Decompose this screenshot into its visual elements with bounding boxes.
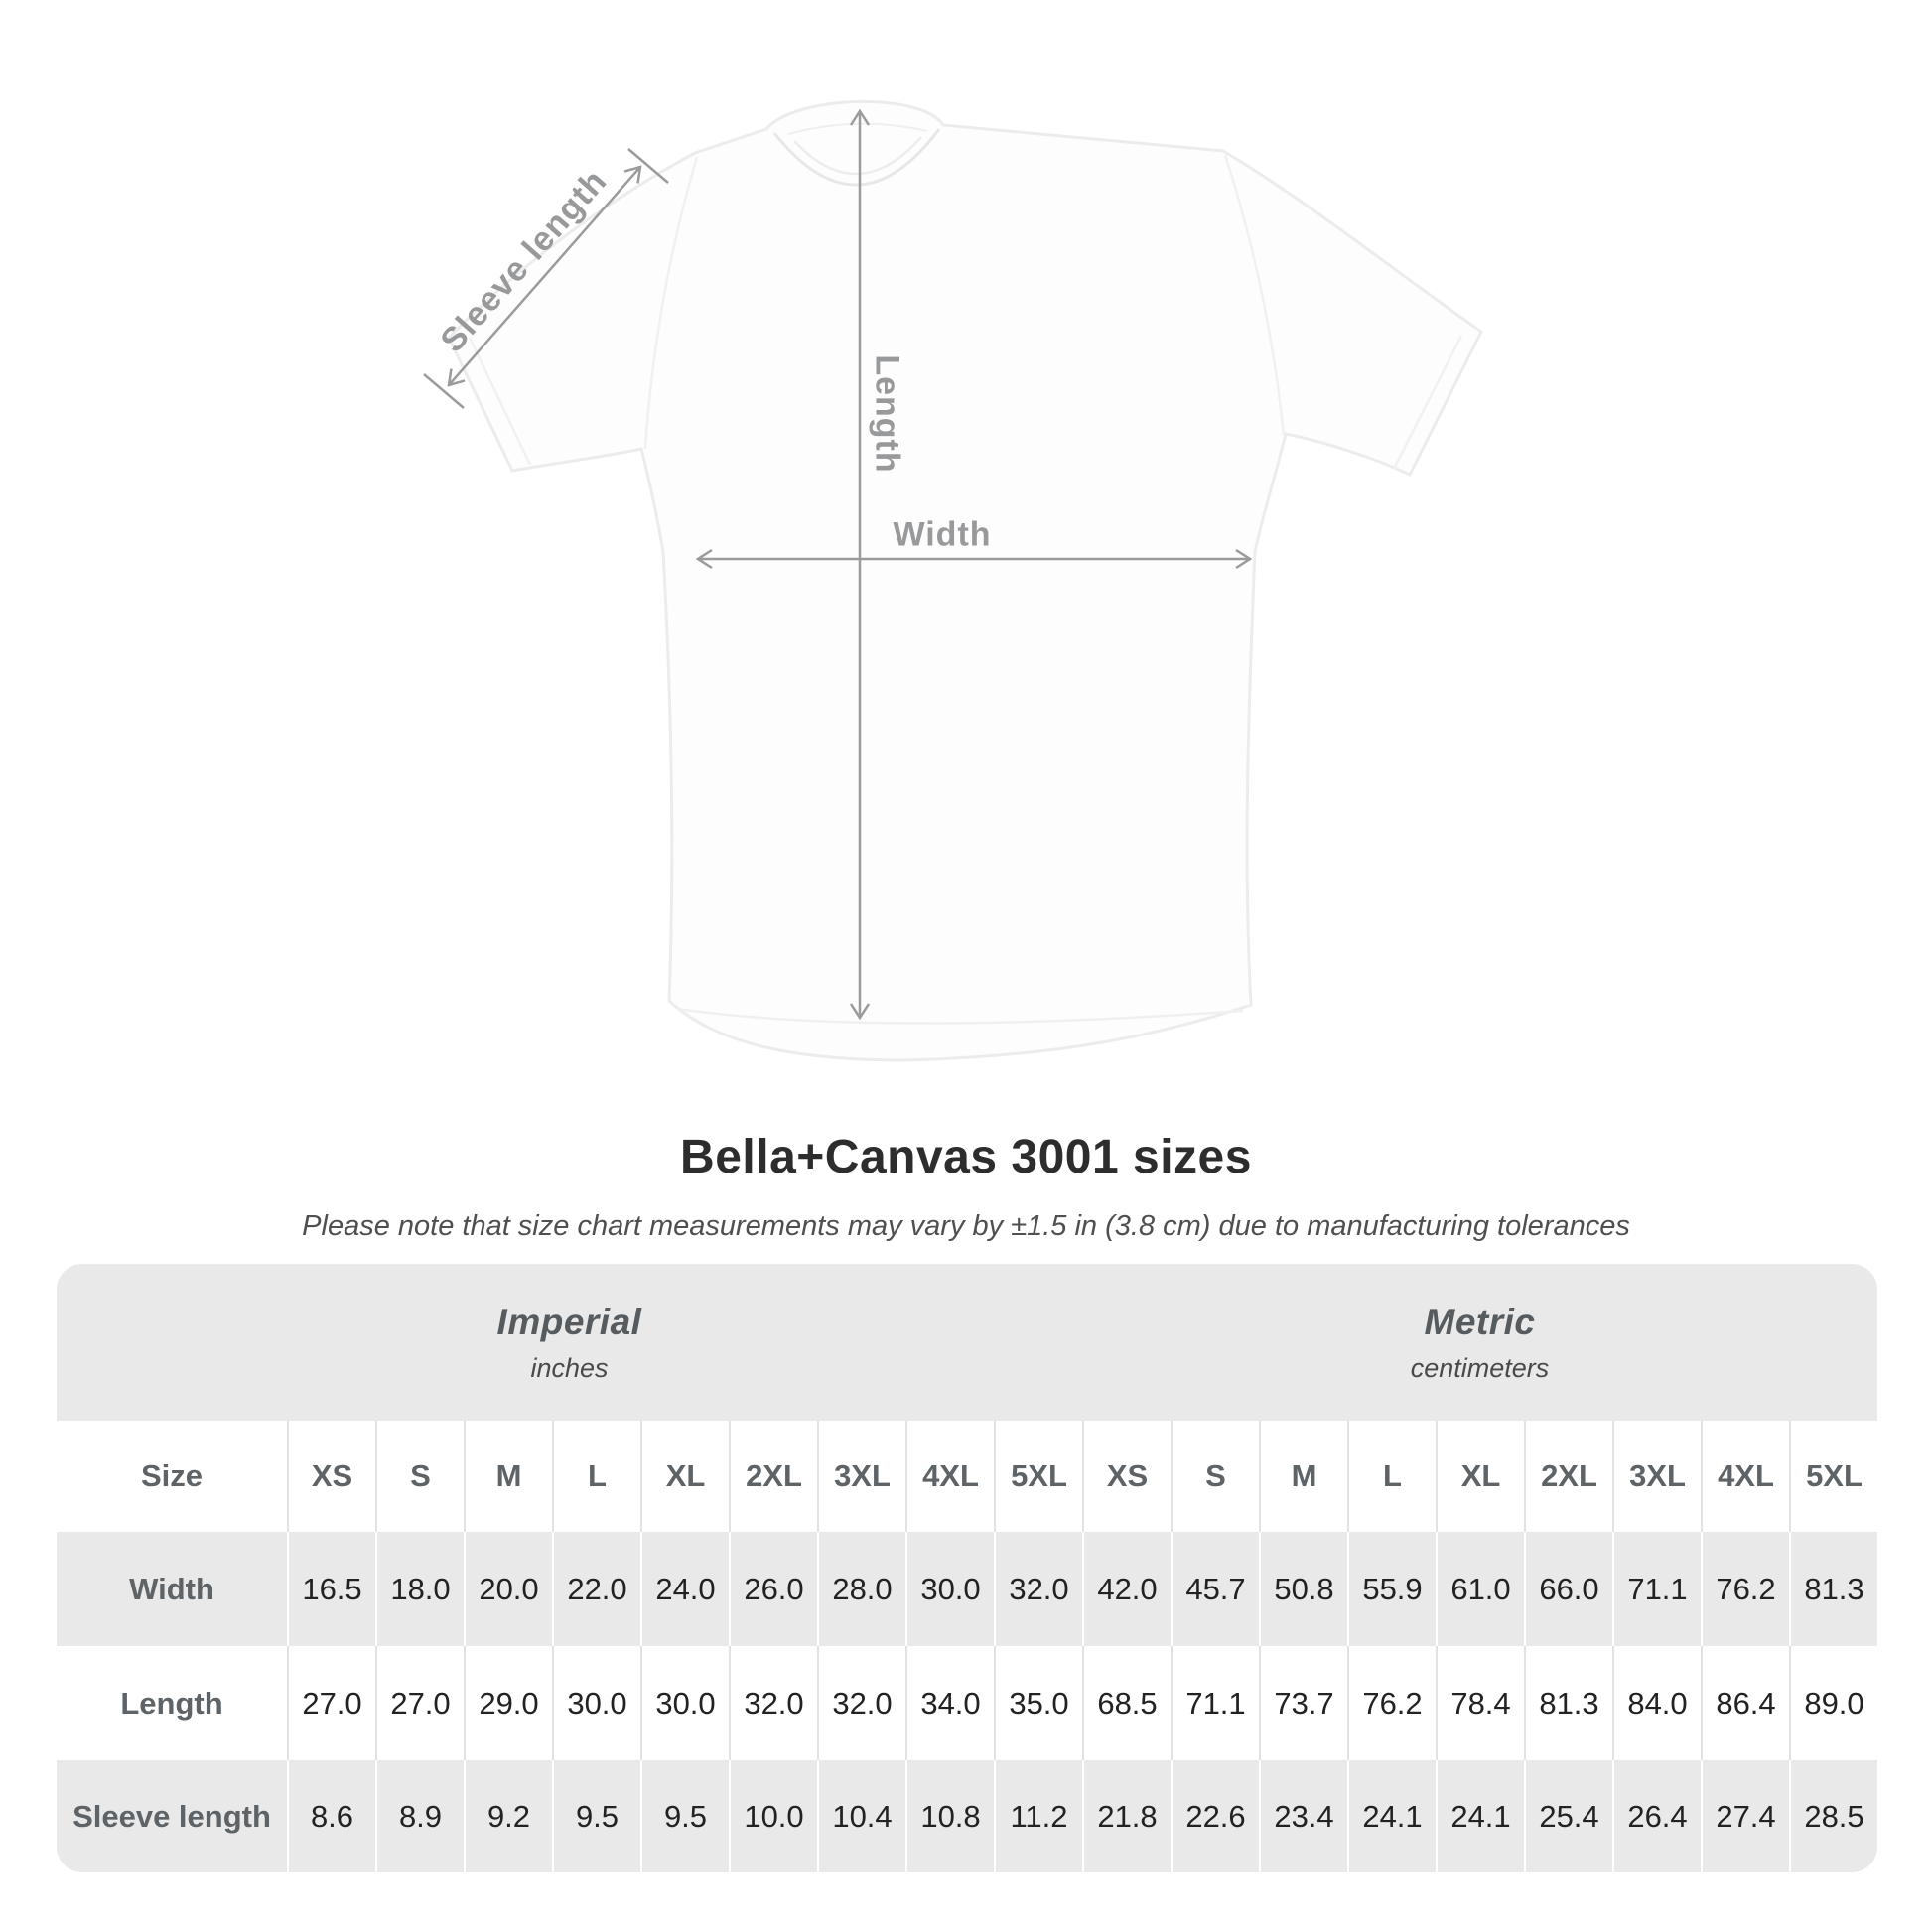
- imperial-header: Imperial inches: [57, 1264, 1082, 1421]
- length-label: Length: [868, 354, 906, 474]
- imperial-title: Imperial: [496, 1301, 642, 1342]
- unit-header-band: Imperial inches Metric centimeters: [57, 1264, 1877, 1421]
- tolerance-note: Please note that size chart measurements…: [302, 1210, 1630, 1242]
- tshirt-shape: [447, 99, 1483, 1062]
- metric-header: Metric centimeters: [1082, 1264, 1877, 1421]
- measurement-value-cell: 61.0: [1436, 1532, 1524, 1646]
- size-grid: Size XS S M L XL 2XL 3XL 4XL 5XL XS S M L XL 2XL 3XL 4XL 5…: [57, 1421, 1877, 1872]
- size-col-header: 2XL: [1524, 1421, 1612, 1532]
- measurement-value-cell: 20.0: [464, 1532, 552, 1646]
- measurement-value-cell: 27.0: [375, 1646, 464, 1760]
- measurement-value-cell: 86.4: [1701, 1646, 1789, 1760]
- size-table: Imperial inches Metric centimeters Size X…: [57, 1264, 1877, 1872]
- measurement-value-cell: 30.0: [905, 1532, 994, 1646]
- measurement-value-cell: 8.9: [375, 1760, 464, 1872]
- metric-title: Metric: [1424, 1301, 1536, 1342]
- measurement-value-cell: 18.0: [375, 1532, 464, 1646]
- measurement-value-cell: 30.0: [640, 1646, 729, 1760]
- measurement-value-cell: 27.0: [287, 1646, 375, 1760]
- measurement-value-cell: 32.0: [729, 1646, 817, 1760]
- measurement-row-label: Width: [57, 1532, 287, 1646]
- width-label: Width: [893, 515, 992, 554]
- size-row-label: Size: [57, 1421, 287, 1532]
- size-col-header: L: [552, 1421, 640, 1532]
- measurement-row-label: Length: [57, 1646, 287, 1760]
- measurement-value-cell: 34.0: [905, 1646, 994, 1760]
- measurement-value-cell: 71.1: [1612, 1532, 1701, 1646]
- measurement-value-cell: 9.5: [552, 1760, 640, 1872]
- size-col-header: XS: [1082, 1421, 1171, 1532]
- tshirt-measurement-diagram: Sleeve length Length Width: [423, 99, 1483, 1062]
- measurement-value-cell: 84.0: [1612, 1646, 1701, 1760]
- title-block: Bella+Canvas 3001 sizes Please note that…: [0, 1130, 1932, 1243]
- measurement-value-cell: 9.5: [640, 1760, 729, 1872]
- size-col-header: 3XL: [1612, 1421, 1701, 1532]
- measurement-value-cell: 71.1: [1171, 1646, 1259, 1760]
- measurement-value-cell: 22.6: [1171, 1760, 1259, 1872]
- sleeve-length-arrow: [423, 148, 669, 409]
- size-col-header: M: [1259, 1421, 1347, 1532]
- metric-unit: centimeters: [1410, 1352, 1550, 1383]
- measurement-value-cell: 9.2: [464, 1760, 552, 1872]
- size-col-header: 3XL: [817, 1421, 905, 1532]
- measurement-row-label: Sleeve length: [57, 1760, 287, 1872]
- size-col-header: XL: [640, 1421, 729, 1532]
- measurement-value-cell: 32.0: [817, 1646, 905, 1760]
- measurement-value-cell: 24.1: [1436, 1760, 1524, 1872]
- measurement-value-cell: 35.0: [994, 1646, 1082, 1760]
- size-col-header: S: [1171, 1421, 1259, 1532]
- measurement-value-cell: 81.3: [1524, 1646, 1612, 1760]
- measurement-value-cell: 73.7: [1259, 1646, 1347, 1760]
- measurement-value-cell: 26.4: [1612, 1760, 1701, 1872]
- measurement-value-cell: 25.4: [1524, 1760, 1612, 1872]
- measurement-value-cell: 50.8: [1259, 1532, 1347, 1646]
- size-col-header: XL: [1436, 1421, 1524, 1532]
- size-col-header: S: [375, 1421, 464, 1532]
- size-col-header: 5XL: [994, 1421, 1082, 1532]
- measurement-value-cell: 32.0: [994, 1532, 1082, 1646]
- measurement-value-cell: 24.0: [640, 1532, 729, 1646]
- measurement-value-cell: 23.4: [1259, 1760, 1347, 1872]
- measurement-value-cell: 76.2: [1701, 1532, 1789, 1646]
- size-col-header: XS: [287, 1421, 375, 1532]
- measurement-value-cell: 24.1: [1347, 1760, 1436, 1872]
- measurement-value-cell: 55.9: [1347, 1532, 1436, 1646]
- size-col-header: M: [464, 1421, 552, 1532]
- measurement-value-cell: 28.5: [1789, 1760, 1877, 1872]
- page-title: Bella+Canvas 3001 sizes: [680, 1131, 1252, 1183]
- measurement-value-cell: 10.4: [817, 1760, 905, 1872]
- measurement-value-cell: 8.6: [287, 1760, 375, 1872]
- measurement-value-cell: 66.0: [1524, 1532, 1612, 1646]
- size-col-header: 5XL: [1789, 1421, 1877, 1532]
- measurement-value-cell: 29.0: [464, 1646, 552, 1760]
- measurement-value-cell: 22.0: [552, 1532, 640, 1646]
- size-col-header: 4XL: [905, 1421, 994, 1532]
- measurement-value-cell: 11.2: [994, 1760, 1082, 1872]
- size-col-header: 2XL: [729, 1421, 817, 1532]
- measurement-value-cell: 21.8: [1082, 1760, 1171, 1872]
- size-col-header: 4XL: [1701, 1421, 1789, 1532]
- measurement-value-cell: 10.8: [905, 1760, 994, 1872]
- measurement-value-cell: 42.0: [1082, 1532, 1171, 1646]
- measurement-value-cell: 76.2: [1347, 1646, 1436, 1760]
- measurement-value-cell: 30.0: [552, 1646, 640, 1760]
- measurement-value-cell: 10.0: [729, 1760, 817, 1872]
- measurement-value-cell: 89.0: [1789, 1646, 1877, 1760]
- measurement-value-cell: 16.5: [287, 1532, 375, 1646]
- measurement-value-cell: 26.0: [729, 1532, 817, 1646]
- size-col-header: L: [1347, 1421, 1436, 1532]
- measurement-value-cell: 28.0: [817, 1532, 905, 1646]
- measurement-value-cell: 81.3: [1789, 1532, 1877, 1646]
- tshirt-illustration: [423, 99, 1483, 1062]
- measurement-value-cell: 27.4: [1701, 1760, 1789, 1872]
- measurement-value-cell: 78.4: [1436, 1646, 1524, 1760]
- imperial-unit: inches: [530, 1352, 609, 1383]
- measurement-value-cell: 45.7: [1171, 1532, 1259, 1646]
- measurement-value-cell: 68.5: [1082, 1646, 1171, 1760]
